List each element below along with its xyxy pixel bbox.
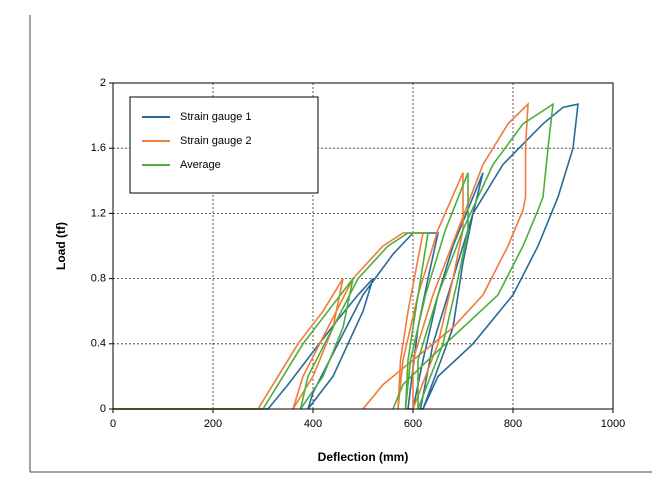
legend: Strain gauge 1 Strain gauge 2 Average bbox=[129, 96, 319, 194]
legend-label: Average bbox=[180, 159, 221, 171]
x-tick-label: 200 bbox=[204, 418, 222, 430]
x-tick-label: 600 bbox=[404, 418, 422, 430]
series-line bbox=[113, 102, 529, 410]
y-tick-label: 0.8 bbox=[91, 273, 106, 285]
legend-box bbox=[129, 96, 319, 194]
plot-area bbox=[112, 82, 614, 410]
plot-lines bbox=[113, 102, 579, 410]
x-tick-label: 0 bbox=[110, 418, 116, 430]
x-tick-label: 800 bbox=[504, 418, 522, 430]
y-tick-label: 1.6 bbox=[91, 142, 106, 154]
y-tick-label: 1.2 bbox=[91, 207, 106, 219]
y-tick-label: 2 bbox=[100, 77, 106, 89]
x-tick-label: 1000 bbox=[601, 418, 625, 430]
x-tick-label: 400 bbox=[304, 418, 322, 430]
y-axis-label: Load (tf) bbox=[54, 222, 68, 270]
legend-label: Strain gauge 2 bbox=[180, 135, 252, 147]
legend-label: Strain gauge 1 bbox=[180, 111, 252, 123]
y-tick-label: 0.4 bbox=[91, 338, 106, 350]
y-tick-label: 0 bbox=[100, 403, 106, 415]
x-axis-label: Deflection (mm) bbox=[318, 450, 409, 464]
series-line bbox=[113, 102, 554, 410]
